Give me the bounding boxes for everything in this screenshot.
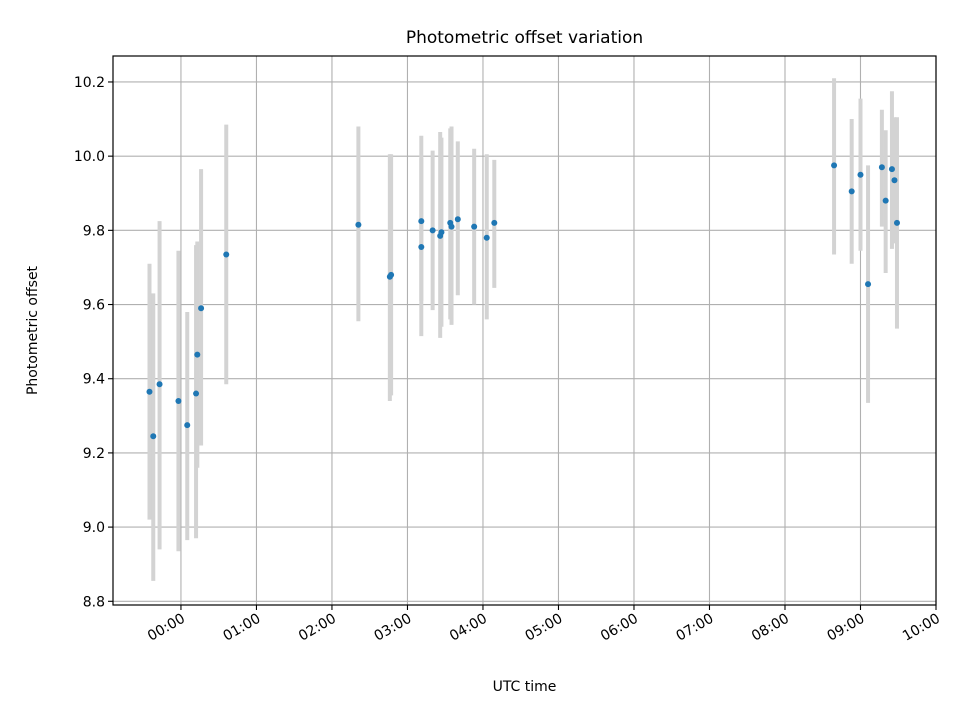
data-point [438,229,445,236]
data-point [448,223,455,230]
data-point [146,388,153,395]
y-tick-label: 9.0 [83,520,105,536]
data-point [891,177,898,184]
data-point [388,271,395,278]
y-tick-label: 9.8 [83,223,105,239]
data-point [454,216,461,223]
data-point [848,188,855,195]
y-tick-label: 9.6 [83,298,105,314]
y-tick-label: 9.4 [83,372,105,388]
plot-frame [112,55,937,606]
data-point [175,397,182,404]
data-point [429,227,436,234]
y-tick-label: 10.0 [74,149,105,165]
data-point [491,219,498,226]
y-axis-ticks: 8.8 9.0 9.2 9.4 9.6 9.8 10.0 10.2 [74,75,113,610]
data-point [194,351,201,358]
data-point [418,218,425,225]
data-point [355,221,362,228]
data-point [857,171,864,178]
data-point [865,281,872,288]
y-tick-label: 9.2 [83,446,105,462]
data-point [184,422,191,429]
x-axis-label: UTC time [493,679,557,695]
data-point [198,305,205,312]
data-point [471,223,478,230]
data-point [878,164,885,171]
data-point [888,166,895,173]
data-point [831,162,838,169]
data-point [223,251,230,258]
data-points [146,162,900,440]
data-point [882,197,889,204]
chart-title: Photometric offset variation [406,28,643,48]
data-point [150,433,157,440]
data-point [893,219,900,226]
data-point [418,244,425,251]
y-tick-label: 8.8 [83,594,105,610]
data-point [193,390,200,397]
y-axis-label: Photometric offset [25,265,41,395]
y-tick-label: 10.2 [74,75,105,91]
data-point [483,234,490,241]
data-point [156,381,163,388]
